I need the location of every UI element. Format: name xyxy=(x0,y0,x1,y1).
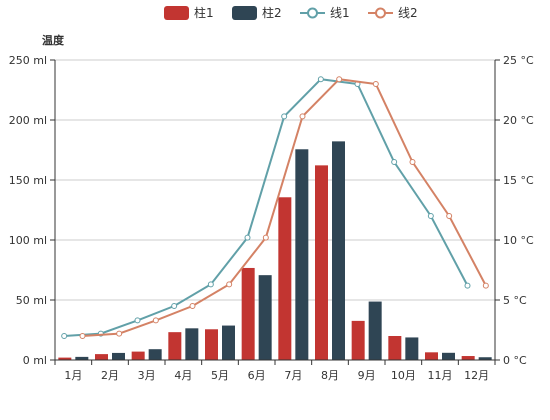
bar-2-10月 xyxy=(405,337,419,360)
legend: 柱1 柱2 线1 线2 xyxy=(164,5,418,20)
right-axis-tick-label-1: 5 °C xyxy=(503,294,527,307)
left-axis-tick-label-2: 100 ml xyxy=(9,234,47,247)
bar-1-5月 xyxy=(205,329,218,360)
line-2-point-5月 xyxy=(226,281,233,288)
lines-group xyxy=(61,76,489,339)
bar-2-5月 xyxy=(222,325,235,360)
right-axis-tick-label-4: 20 °C xyxy=(503,114,534,127)
right-axis-tick-label-3: 15 °C xyxy=(503,174,534,187)
line-2-path xyxy=(82,78,487,337)
line-1-point-7月 xyxy=(281,113,288,120)
legend-swatch-2 xyxy=(232,6,257,20)
bar-1-6月 xyxy=(241,267,255,360)
line-1-point-6月 xyxy=(244,234,251,241)
bar-2-11月 xyxy=(442,352,455,360)
legend-label-3: 线1 xyxy=(330,6,350,20)
bar-1-8月 xyxy=(315,165,328,360)
legend-label-4: 线2 xyxy=(398,6,418,20)
legend-swatch-1 xyxy=(164,6,189,20)
line-1-path xyxy=(64,78,469,337)
left-axis-tick-label-5: 250 ml xyxy=(9,54,47,67)
bars-group xyxy=(58,141,492,360)
line-2-point-3月 xyxy=(152,317,159,324)
left-axis-title: 温度 xyxy=(42,33,65,47)
bar-2-12月 xyxy=(478,357,492,360)
x-axis-label-11: 12月 xyxy=(464,369,489,382)
bar-1-7月 xyxy=(278,197,292,360)
line-2-point-6月 xyxy=(262,234,269,241)
bar-2-2月 xyxy=(112,352,125,360)
line-2-point-9月 xyxy=(372,81,379,87)
bar-2-4月 xyxy=(185,328,199,360)
x-axis-label-7: 8月 xyxy=(321,369,339,382)
x-axis-label-2: 3月 xyxy=(138,369,156,382)
bar-1-11月 xyxy=(425,352,438,360)
line-1-point-12月 xyxy=(464,282,471,289)
line-1-point-8月 xyxy=(317,76,324,83)
line-2-point-8月 xyxy=(336,76,343,83)
bar-1-3月 xyxy=(131,351,145,360)
line-1-point-3月 xyxy=(134,317,141,324)
bar-2-9月 xyxy=(368,301,382,360)
right-axis-tick-label-5: 25 °C xyxy=(503,54,534,67)
bar-1-2月 xyxy=(95,354,108,360)
grid-lines xyxy=(55,59,495,301)
bar-2-8月 xyxy=(332,141,345,360)
legend-label-2: 柱2 xyxy=(262,5,282,20)
bar-2-6月 xyxy=(258,275,272,360)
x-axis-label-9: 10月 xyxy=(391,369,416,382)
bar-2-1月 xyxy=(75,356,89,360)
line-2-point-7月 xyxy=(299,113,306,120)
bar-2-7月 xyxy=(295,149,309,360)
bar-1-10月 xyxy=(388,336,402,360)
x-axis-label-10: 11月 xyxy=(428,369,453,382)
x-axis-label-6: 7月 xyxy=(284,369,302,382)
bar-1-4月 xyxy=(168,332,182,360)
bar-1-1月 xyxy=(58,357,72,360)
line-2-point-10月 xyxy=(409,159,416,165)
line-2-point-4月 xyxy=(189,303,196,309)
x-axis-label-1: 2月 xyxy=(101,369,119,382)
right-axis-tick-label-0: 0 °C xyxy=(503,354,527,367)
x-axis-label-4: 5月 xyxy=(211,369,229,382)
line-2-point-1月 xyxy=(79,333,86,339)
left-axis-tick-label-0: 0 ml xyxy=(23,354,47,367)
line-2-point-2月 xyxy=(116,330,123,337)
line-2-point-11月 xyxy=(446,213,453,219)
line-1-point-4月 xyxy=(171,303,178,309)
bar-1-12月 xyxy=(461,356,475,360)
x-axis-label-8: 9月 xyxy=(358,369,376,382)
x-axis-label-0: 1月 xyxy=(64,369,82,382)
line-1-point-1月 xyxy=(61,333,68,339)
axes-group: 0 ml 50 ml 100 ml 150 ml 200 ml 250 ml 0 °C 5 °… xyxy=(9,54,534,382)
line-2-point-12月 xyxy=(482,282,489,289)
legend-swatch-marker-4 xyxy=(375,7,386,19)
line-1-point-5月 xyxy=(207,281,214,288)
line-1-point-10月 xyxy=(391,159,398,165)
x-axis-label-3: 4月 xyxy=(174,369,192,382)
right-axis-tick-label-2: 10 °C xyxy=(503,234,534,247)
line-1-point-11月 xyxy=(427,213,434,219)
x-axis-label-5: 6月 xyxy=(248,369,266,382)
bar-2-3月 xyxy=(148,349,162,360)
left-axis-tick-label-4: 200 ml xyxy=(9,114,47,127)
legend-label-1: 柱1 xyxy=(194,5,214,20)
legend-swatch-marker-3 xyxy=(307,7,318,19)
left-axis-tick-label-1: 50 ml xyxy=(16,294,47,307)
left-axis-tick-label-3: 150 ml xyxy=(9,174,47,187)
bar-1-9月 xyxy=(351,320,365,360)
